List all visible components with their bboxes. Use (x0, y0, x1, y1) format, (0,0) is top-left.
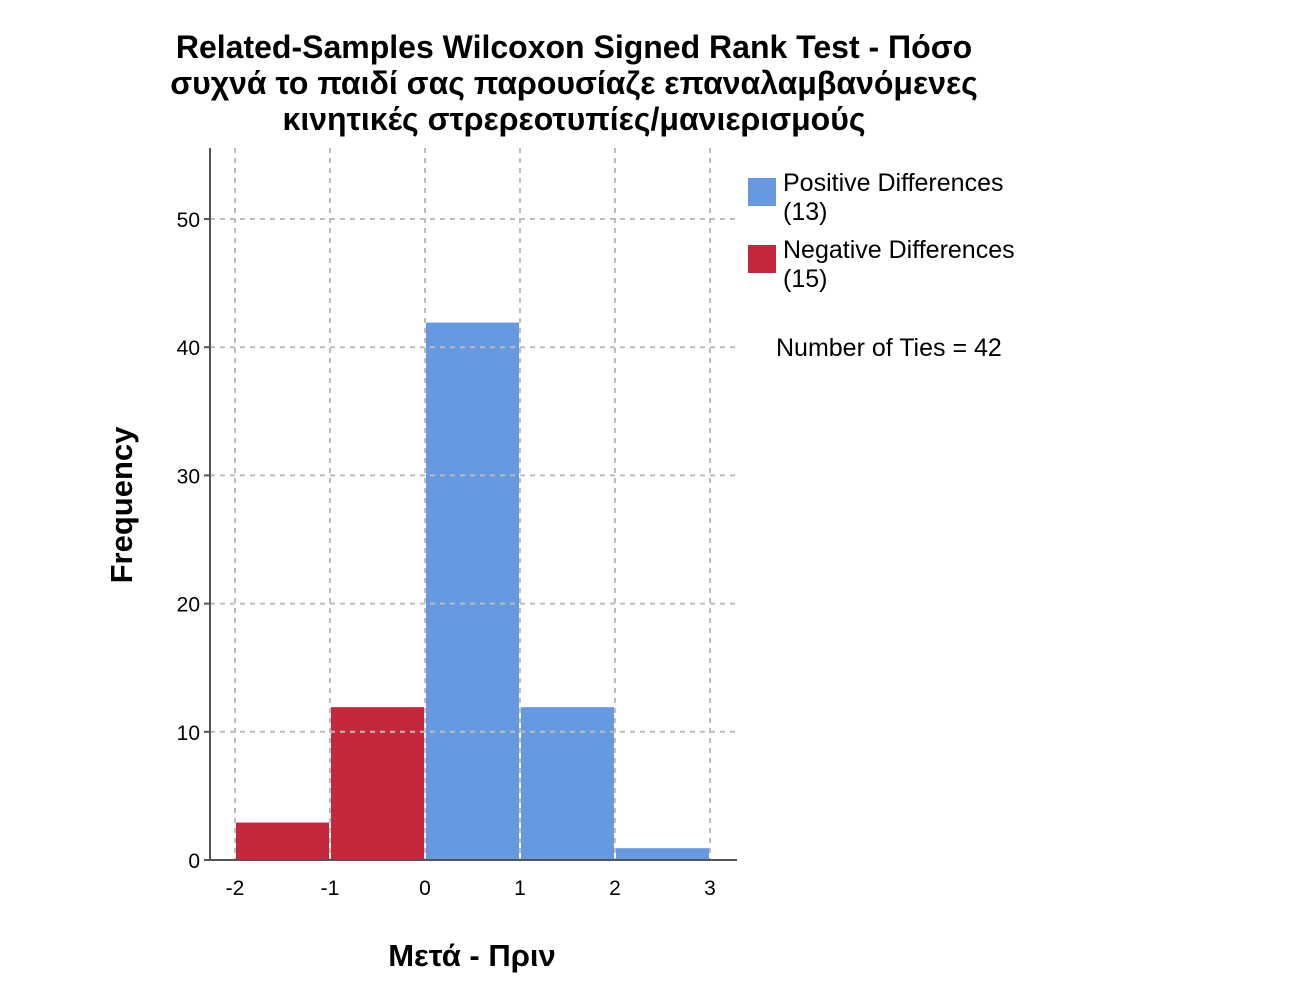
x-tick-label-3: 1 (514, 877, 526, 900)
chart-title: Related-Samples Wilcoxon Signed Rank Tes… (170, 29, 978, 137)
y-tick-label-4: 40 (177, 337, 200, 360)
legend-label-negative: Negative Differences (783, 236, 1015, 264)
legend: Positive Differences (13) Negative Diffe… (748, 169, 1015, 362)
y-tick-label-3: 30 (177, 465, 200, 488)
histogram-bar-negative-0 (234, 820, 331, 861)
histogram-bar-negative-1 (329, 705, 426, 861)
grid-lines (210, 148, 737, 860)
y-axis-ticks: 0 10 20 30 40 50 (177, 209, 210, 873)
histogram-bar-positive-2 (424, 320, 521, 861)
y-tick-label-1: 10 (177, 722, 200, 745)
histogram-bars (234, 320, 711, 861)
x-tick-label-1: -1 (321, 877, 340, 900)
x-axis-ticks: -2 -1 0 1 2 3 (226, 877, 716, 900)
x-tick-label-5: 3 (704, 877, 716, 900)
x-tick-label-4: 2 (609, 877, 621, 900)
legend-count-negative: (15) (783, 265, 827, 293)
y-tick-label-5: 50 (177, 209, 200, 232)
histogram-bar-positive-4 (614, 846, 711, 861)
x-tick-label-0: -2 (226, 877, 245, 900)
y-tick-label-2: 20 (177, 594, 200, 617)
chart-title-line-2: συχνά το παιδί σας παρουσίαζε επαναλαμβα… (170, 65, 978, 101)
histogram-bar-positive-3 (519, 705, 616, 861)
legend-label-positive: Positive Differences (783, 169, 1003, 197)
chart-title-line-3: κινητικές στρερεοτυπίες/μανιερισμούς (283, 101, 866, 137)
legend-swatch-negative (748, 245, 776, 273)
chart-title-line-1: Related-Samples Wilcoxon Signed Rank Tes… (176, 29, 972, 65)
y-tick-label-0: 0 (188, 850, 200, 873)
x-axis-title: Μετά - Πριν (388, 938, 556, 973)
ties-annotation: Number of Ties = 42 (776, 334, 1002, 362)
legend-swatch-positive (748, 178, 776, 206)
legend-count-positive: (13) (783, 198, 827, 226)
y-axis-title: Frequency (104, 426, 139, 584)
x-tick-label-2: 0 (419, 877, 431, 900)
